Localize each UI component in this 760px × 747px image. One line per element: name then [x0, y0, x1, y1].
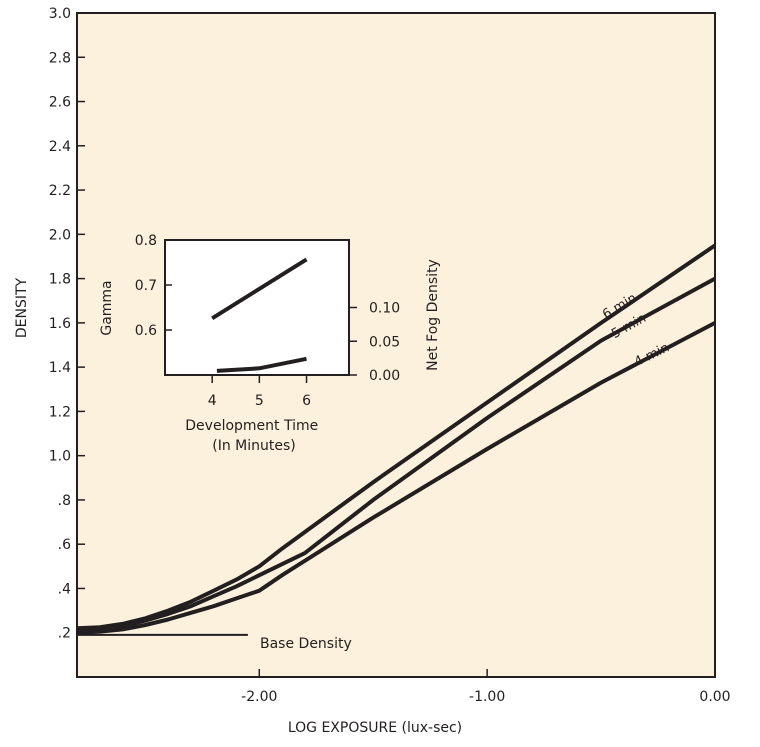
curve-4-min	[76, 321, 716, 635]
inset-x-tick-label: 4	[208, 393, 217, 409]
inset-y2-axis-title: Net Fog Density	[425, 259, 441, 371]
y-tick-label: 2.6	[49, 95, 71, 111]
inset-y-axis-title: Gamma	[99, 280, 115, 335]
inset-frame	[164, 239, 350, 376]
y-axis-title: DENSITY	[14, 277, 30, 338]
inset-x-axis-title-line1: Development Time	[185, 418, 318, 434]
y-tick-label: 2.2	[49, 183, 71, 199]
inset-y-tick-label: 0.6	[135, 323, 157, 339]
y-tick-label: .2	[58, 626, 71, 642]
plot-frame	[76, 12, 716, 678]
y-tick-label: 1.6	[49, 316, 71, 332]
curve-6-min	[76, 243, 717, 631]
x-tick-label: -1.00	[469, 689, 505, 705]
y-tick-label: 2.4	[49, 139, 71, 155]
y-tick-label: 1.2	[49, 404, 71, 420]
x-tick-label: -2.00	[241, 689, 277, 705]
inset-curve-net-fog-density	[216, 356, 307, 373]
y-tick-label: 1.0	[49, 449, 71, 465]
inset-y-tick-label: 0.7	[135, 278, 157, 294]
inset-background	[165, 240, 349, 375]
inset-y2-tick-label: 0.00	[369, 368, 400, 384]
inset-curve-gamma	[211, 257, 308, 320]
curve-5-min	[76, 276, 716, 633]
x-tick-label: 0.00	[699, 689, 730, 705]
y-tick-label: .6	[58, 537, 71, 553]
base-density-label: Base Density	[260, 636, 352, 652]
y-tick-label: .8	[58, 493, 71, 509]
inset-x-axis-title-line2: (In Minutes)	[212, 438, 296, 454]
y-tick-label: 1.4	[49, 360, 71, 376]
inset-y2-tick-label: 0.10	[369, 301, 400, 317]
inset-chart: 0.6 0.7 0.8 0.00 0.05 0.10 4 5 6	[135, 233, 400, 409]
y-tick-label: .4	[58, 581, 71, 597]
y-tick-label: 2.0	[49, 227, 71, 243]
inset-x-axis-title: Development Time (In Minutes)	[185, 418, 322, 454]
inset-x-tick-label: 5	[255, 393, 264, 409]
main-axes: .2 .4 .6 .8 1.0 1.2 1.4 1.6 1.8 2.0 2.2 2.4 2.6 2.8 3.…	[49, 6, 731, 705]
inset-x-tick-label: 6	[302, 393, 311, 409]
y-tick-label: 2.8	[49, 50, 71, 66]
inset-y2-tick-label: 0.05	[369, 334, 400, 350]
inset-y-tick-label: 0.8	[135, 233, 157, 249]
y-tick-label: 3.0	[49, 6, 71, 22]
y-tick-label: 1.8	[49, 272, 71, 288]
x-axis-title: LOG EXPOSURE (lux-sec)	[288, 720, 462, 736]
